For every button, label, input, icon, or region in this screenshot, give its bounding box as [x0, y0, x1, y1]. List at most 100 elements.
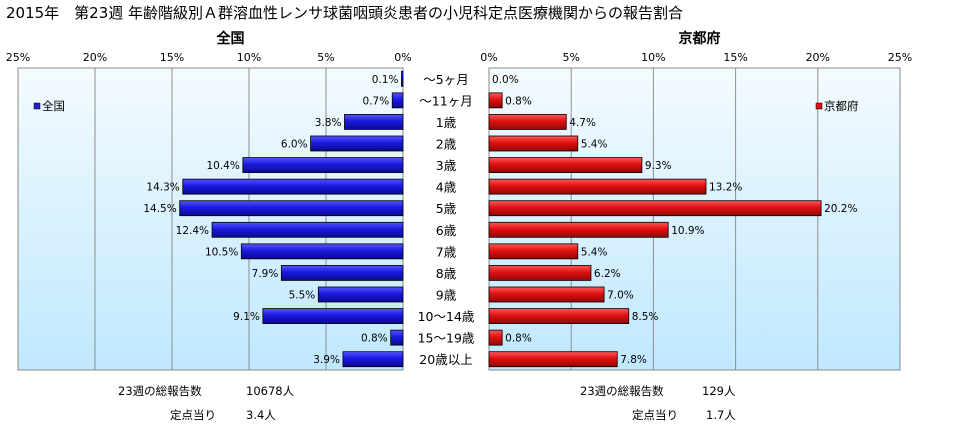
- kyoto-data-label: 5.4%: [581, 246, 608, 258]
- national-legend-label: 全国: [42, 99, 65, 113]
- national-per-site-label: 定点当り: [170, 408, 216, 422]
- age-category-label: 10～14歳: [418, 309, 475, 324]
- kyoto-data-label: 7.8%: [620, 354, 647, 366]
- national-bar: [344, 114, 404, 130]
- kyoto-tick-label: 15%: [723, 51, 747, 64]
- national-bar: [179, 200, 404, 217]
- national-tick-label: 25%: [6, 51, 30, 64]
- kyoto-data-label: 5.4%: [581, 139, 608, 151]
- national-plot-border: [17, 67, 404, 371]
- kyoto-tick-label: 0%: [480, 51, 497, 64]
- kyoto-data-label: 20.2%: [824, 203, 857, 215]
- national-data-label: 3.9%: [313, 354, 340, 366]
- kyoto-plot-area: 0% 5% 10% 15% 20% 25%京都府京都府0.0%0.8%4.7%5.4%9.…: [480, 30, 912, 371]
- national-bar: [310, 135, 404, 152]
- kyoto-data-label: 10.9%: [671, 225, 704, 237]
- national-data-label: 7.9%: [252, 268, 279, 280]
- national-data-label: 9.1%: [233, 311, 260, 323]
- kyoto-data-label: 0.0%: [492, 74, 519, 86]
- national-bar: [240, 243, 404, 260]
- kyoto-bar: [488, 178, 707, 195]
- national-total-value: 10678人: [246, 384, 295, 398]
- national-data-label: 12.4%: [176, 225, 209, 237]
- national-bar: [390, 329, 404, 346]
- age-category-labels: ～5ヶ月 ～11ヶ月 1歳 2歳 3歳 4歳 5歳 6歳 7歳 8歳 9歳 10～14歳 15～19歳 2…: [418, 72, 475, 367]
- kyoto-total-value: 129人: [702, 384, 736, 398]
- national-total-label: 23週の総報告数: [118, 384, 202, 398]
- national-plot-background: [18, 68, 403, 370]
- age-category-label: 2歳: [436, 137, 457, 152]
- kyoto-bar: [488, 157, 643, 173]
- age-category-label: 4歳: [436, 180, 457, 195]
- kyoto-legend-label: 京都府: [824, 99, 859, 113]
- kyoto-tick-label: 10%: [641, 51, 665, 64]
- national-data-label: 6.0%: [281, 139, 308, 151]
- national-data-label: 5.5%: [289, 290, 316, 302]
- kyoto-bar: [488, 114, 567, 130]
- national-bar: [211, 221, 404, 238]
- national-per-site-value: 3.4人: [246, 408, 276, 422]
- national-bar: [242, 157, 404, 173]
- national-tick-label: 0%: [394, 51, 411, 64]
- national-tick-label: 15%: [160, 51, 184, 64]
- kyoto-bar: [488, 351, 618, 368]
- age-category-label: ～11ヶ月: [419, 93, 472, 108]
- national-bar: [317, 286, 404, 303]
- national-tick-label: 10%: [237, 51, 261, 64]
- kyoto-total-label: 23週の総報告数: [580, 384, 664, 398]
- age-category-label: 5歳: [436, 201, 457, 216]
- kyoto-plot-border: [488, 67, 901, 371]
- age-category-label: 9歳: [436, 288, 457, 303]
- kyoto-data-label: 0.8%: [505, 95, 532, 107]
- age-category-label: 15～19歳: [418, 331, 475, 346]
- kyoto-panel-title: 京都府: [679, 30, 721, 47]
- kyoto-bar: [488, 92, 503, 109]
- kyoto-bar: [488, 286, 605, 303]
- national-bar: [342, 351, 404, 368]
- kyoto-tick-label: 20%: [806, 51, 830, 64]
- kyoto-data-label: 6.2%: [594, 268, 621, 280]
- kyoto-bar: [488, 200, 822, 217]
- kyoto-data-label: 7.0%: [607, 290, 634, 302]
- national-data-label: 14.3%: [146, 182, 179, 194]
- national-bar: [391, 92, 404, 109]
- age-category-label: ～5ヶ月: [423, 72, 468, 87]
- age-category-label: 20歳以上: [419, 352, 472, 367]
- national-data-label: 0.7%: [363, 95, 390, 107]
- national-tick-label: 20%: [83, 51, 107, 64]
- age-category-label: 6歳: [436, 223, 457, 238]
- kyoto-data-label: 9.3%: [645, 160, 672, 172]
- national-bar: [262, 308, 404, 324]
- national-data-label: 3.8%: [315, 117, 342, 129]
- chart-title: 2015年 第23週 年齢階級別Ａ群溶血性レンサ球菌咽頭炎患者の小児科定点医療機…: [6, 4, 684, 22]
- kyoto-bar: [488, 221, 669, 238]
- kyoto-bar: [488, 329, 503, 346]
- kyoto-per-site-value: 1.7人: [706, 408, 736, 422]
- national-tick-label: 5%: [317, 51, 334, 64]
- kyoto-data-label: 4.7%: [569, 117, 596, 129]
- kyoto-bar: [488, 265, 592, 281]
- kyoto-bar: [488, 243, 579, 260]
- kyoto-data-label: 0.8%: [505, 333, 532, 345]
- national-data-label: 14.5%: [143, 203, 176, 215]
- national-bar: [182, 178, 404, 195]
- kyoto-data-label: 8.5%: [632, 311, 659, 323]
- kyoto-plot-background: [489, 68, 900, 370]
- kyoto-data-label: 13.2%: [709, 182, 742, 194]
- national-plot-area: 25% 20% 15% 10% 5% 0%全国全国0.1%0.7%3.8%6.0%10.4…: [6, 30, 412, 371]
- national-bar: [401, 70, 404, 87]
- age-category-label: 1歳: [436, 115, 457, 130]
- kyoto-per-site-label: 定点当り: [632, 408, 678, 422]
- kyoto-bar: [488, 135, 579, 152]
- kyoto-tick-label: 5%: [562, 51, 579, 64]
- age-category-label: 7歳: [436, 244, 457, 259]
- national-data-label: 0.8%: [361, 333, 388, 345]
- kyoto-bar: [488, 308, 630, 324]
- national-panel-title: 全国: [216, 30, 245, 47]
- kyoto-legend-swatch: [815, 102, 823, 110]
- national-data-label: 10.5%: [205, 246, 238, 258]
- national-data-label: 0.1%: [372, 74, 399, 86]
- national-data-label: 10.4%: [206, 160, 239, 172]
- kyoto-tick-label: 25%: [888, 51, 912, 64]
